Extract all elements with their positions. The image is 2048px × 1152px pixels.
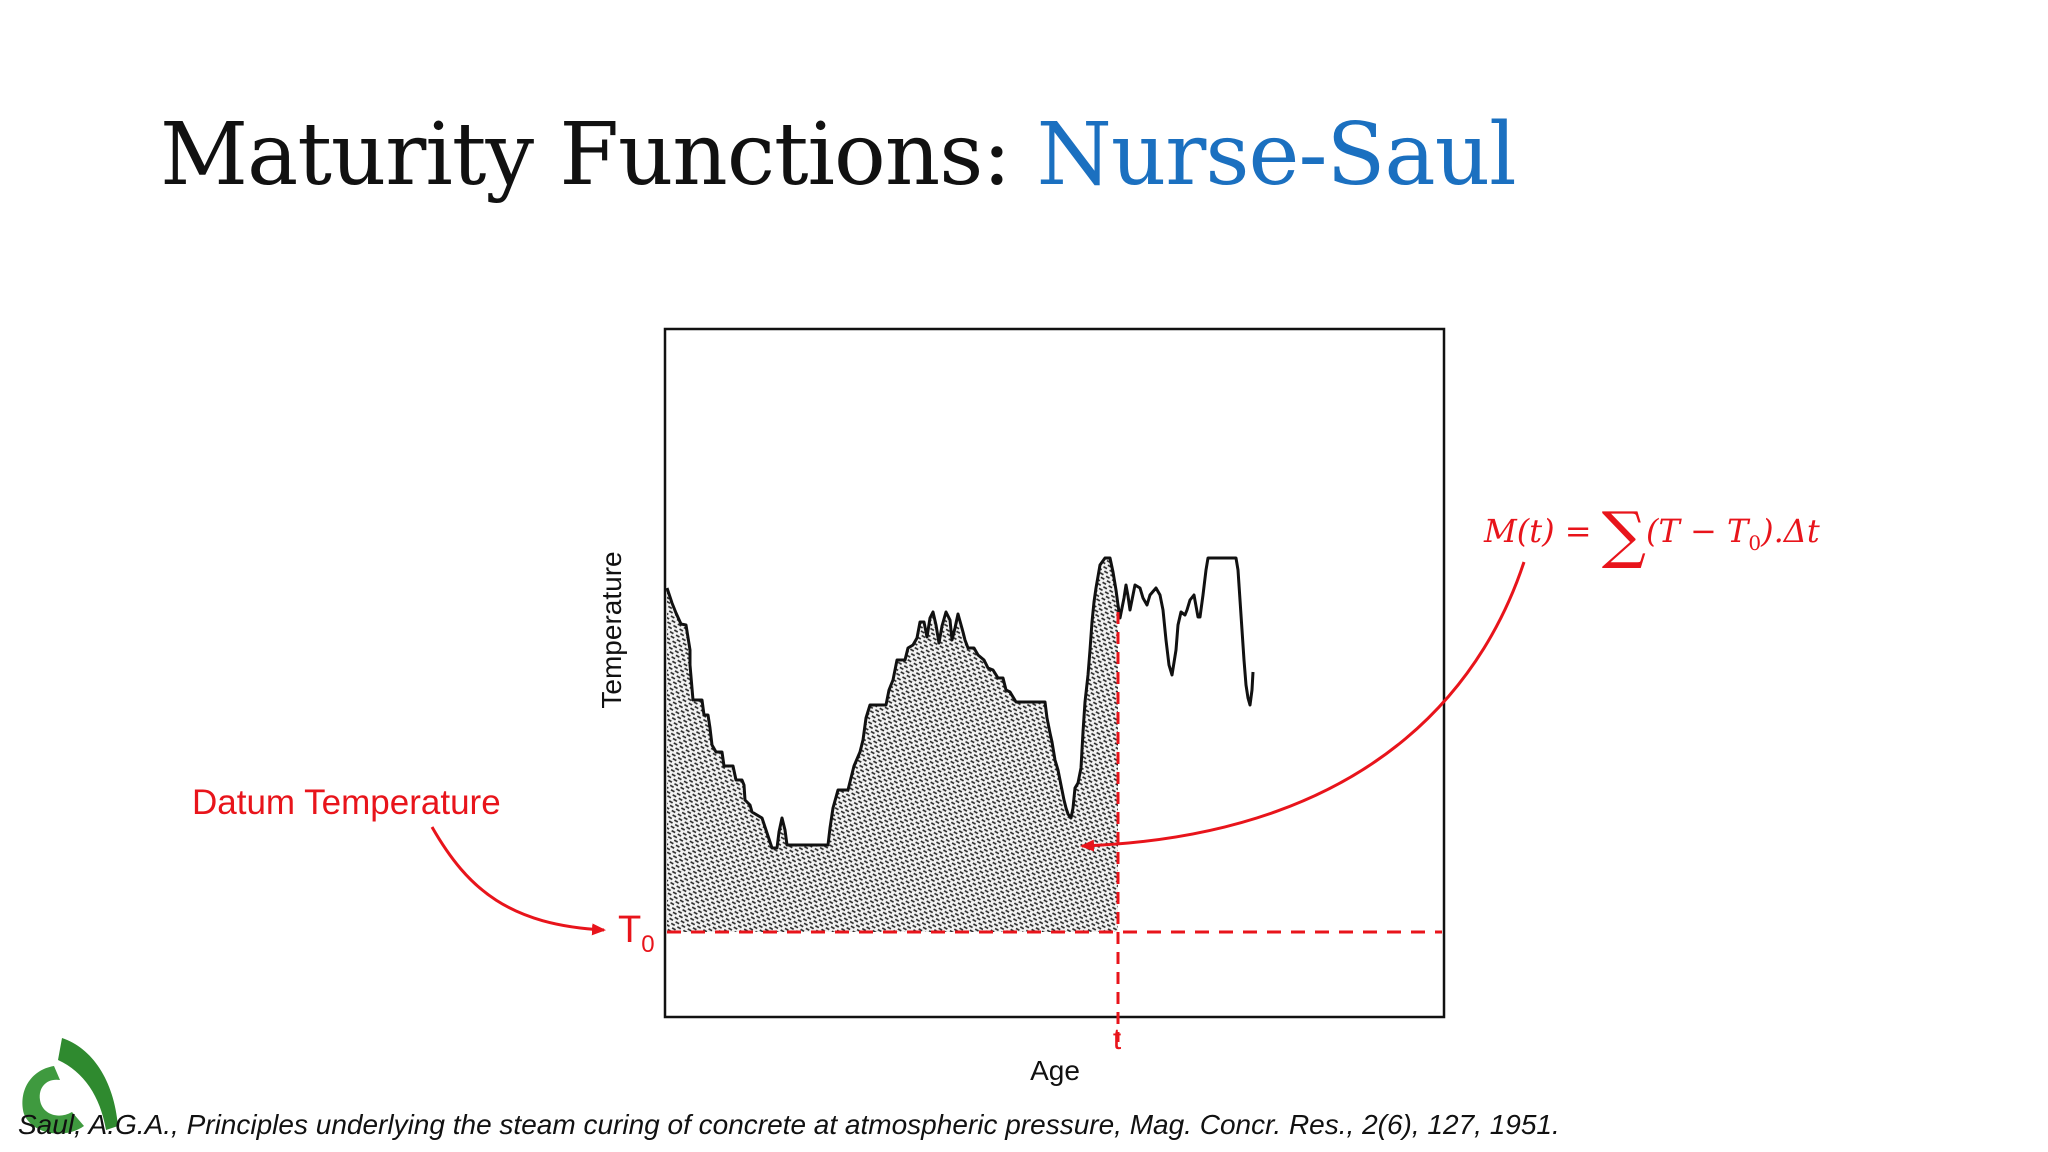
logo-inner-shape — [22, 1066, 85, 1134]
citation: Saul, A.G.A., Principles underlying the … — [18, 1109, 1560, 1140]
formula-rhs-sub: 0 — [1748, 531, 1761, 555]
formula-arrow — [1080, 561, 1526, 852]
x-axis-label: Age — [1030, 1055, 1080, 1086]
formula-sigma: ∑ — [1602, 498, 1646, 571]
time-marker-label: t — [1113, 1023, 1122, 1056]
slide-title: Maturity Functions: Nurse-Saul — [160, 112, 1517, 198]
formula-rhs-close: ).Δt — [1760, 512, 1820, 550]
title-prefix: Maturity Functions: — [160, 105, 1037, 205]
formula-lhs: M(t) = — [1483, 512, 1602, 550]
title-accent: Nurse-Saul — [1036, 105, 1517, 205]
formula-rhs-open: (T − T — [1646, 512, 1751, 550]
datum-symbol: T0 — [618, 909, 655, 958]
datum-symbol-subscript: 0 — [641, 931, 654, 958]
logo-center-dot — [54, 1090, 70, 1106]
maturity-formula: M(t) = ∑(T − T0).Δt — [1483, 498, 1820, 571]
plot-frame — [663, 327, 1446, 1019]
logo-outer-arc — [58, 1038, 118, 1130]
y-axis-label: Temperature — [596, 551, 627, 708]
datum-arrow — [430, 826, 606, 936]
institution-logo — [22, 1038, 118, 1134]
datum-symbol-letter: T — [618, 909, 641, 951]
temperature-curve — [665, 556, 1255, 850]
maturity-area — [667, 558, 1118, 932]
datum-label: Datum Temperature — [192, 783, 501, 822]
